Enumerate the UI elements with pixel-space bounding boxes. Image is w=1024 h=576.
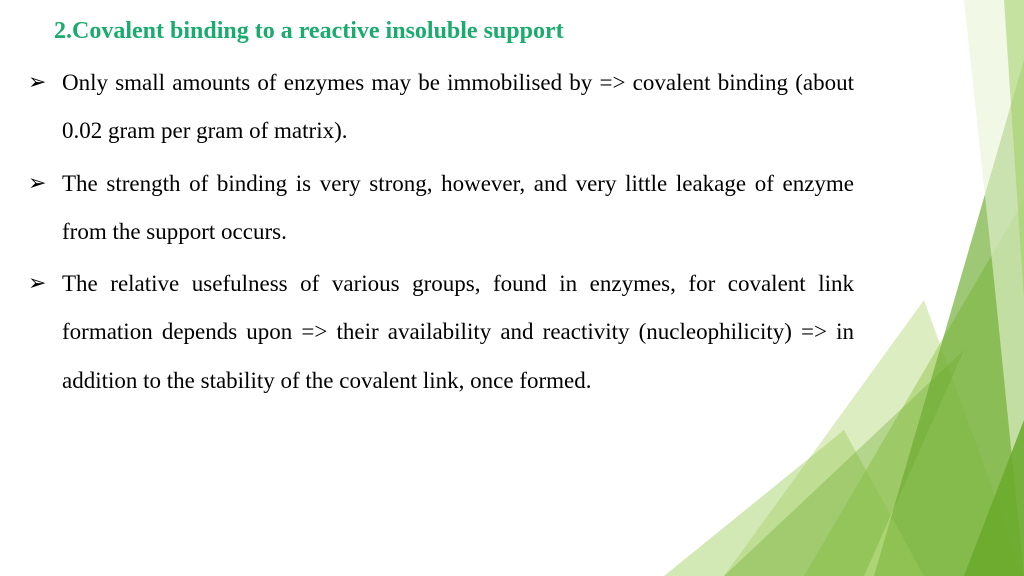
list-item: Only small amounts of enzymes may be imm…	[26, 59, 854, 156]
slide-title: 2.Covalent binding to a reactive insolub…	[54, 18, 854, 45]
bullet-list: Only small amounts of enzymes may be imm…	[26, 59, 854, 405]
slide: 2.Covalent binding to a reactive insolub…	[0, 0, 1024, 576]
content-area: 2.Covalent binding to a reactive insolub…	[26, 18, 854, 409]
list-item: The strength of binding is very strong, …	[26, 160, 854, 257]
list-item: The relative usefulness of various group…	[26, 260, 854, 405]
